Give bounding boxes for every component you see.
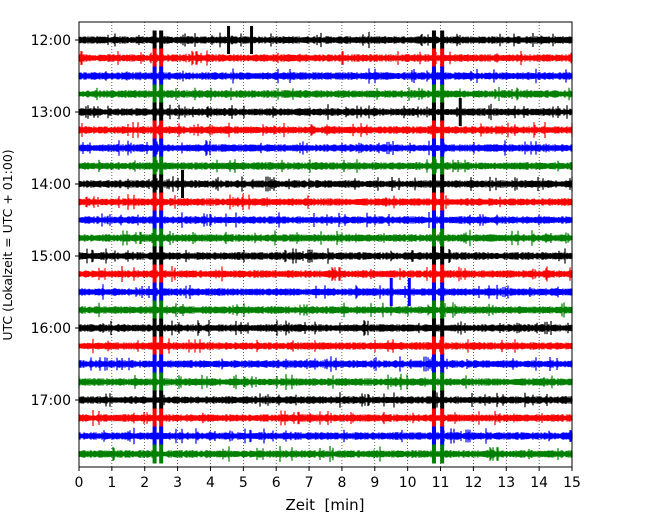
x-axis: 0 1 2 3 4 5 6 7 8 9 10 11 12 13 14 15 [75, 467, 581, 491]
x-tick-label: 4 [206, 475, 215, 491]
plot-frame [78, 21, 573, 468]
x-tick-label: 12 [464, 475, 482, 491]
y-axis-label: UTC (Lokalzeit = UTC + 01:00) [0, 149, 15, 340]
y-tick-label: 15:00 [31, 249, 71, 265]
x-tick-label: 10 [399, 475, 417, 491]
x-tick-label: 6 [272, 475, 281, 491]
x-tick-label: 1 [107, 475, 116, 491]
x-tick-label: 11 [432, 475, 450, 491]
y-axis: 12:00 13:00 14:00 15:00 16:00 17:00 [31, 33, 79, 409]
y-tick-label: 14:00 [31, 177, 71, 193]
y-tick-label: 16:00 [31, 321, 71, 337]
x-tick-label: 13 [497, 475, 515, 491]
y-tick-label: 12:00 [31, 33, 71, 49]
y-tick-label: 17:00 [31, 393, 71, 409]
x-axis-label: Zeit [min] [285, 496, 364, 514]
x-tick-label: 2 [140, 475, 149, 491]
x-tick-label: 14 [530, 475, 548, 491]
x-tick-label: 7 [305, 475, 314, 491]
y-tick-label: 13:00 [31, 105, 71, 121]
x-tick-label: 0 [75, 475, 84, 491]
x-tick-label: 15 [563, 475, 581, 491]
x-tick-label: 5 [239, 475, 248, 491]
x-tick-label: 3 [173, 475, 182, 491]
x-tick-label: 8 [337, 475, 346, 491]
event-layer [152, 26, 462, 464]
x-tick-label: 9 [370, 475, 379, 491]
